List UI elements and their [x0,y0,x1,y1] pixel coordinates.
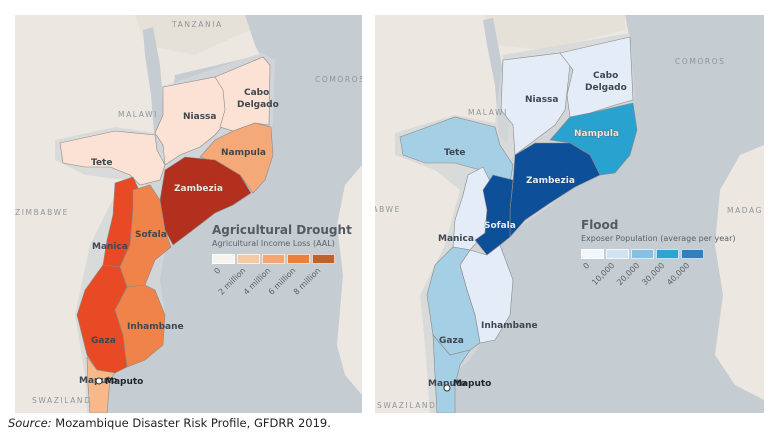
label-gaza: Gaza [91,336,116,346]
province-nampula[interactable] [549,102,638,176]
province-gaza[interactable] [426,246,481,356]
madagascar-land [715,145,764,400]
legend-swatch [212,254,235,264]
label-tete: Tete [91,158,112,168]
legend-tick: 0 [212,266,223,276]
label-cabo-line1: Cabo [244,88,269,98]
label-niassa: Niassa [525,95,558,105]
country-zimbabwe: ZIMBABWE [15,208,69,217]
maputo-city-marker-icon [443,384,451,392]
country-swaziland: SWAZILAND [32,396,92,405]
province-tete[interactable] [59,130,166,186]
label-cabo-line1: Cabo [593,71,618,81]
country-malawi: MALAWI [468,108,508,117]
legend-title: Flood [581,218,619,232]
label-inhambane: Inhambane [481,321,538,331]
province-gaza[interactable] [76,264,128,374]
maputo-city-marker-icon [95,377,103,385]
label-cabo: Cabo Delgado [237,88,279,110]
legend-swatch [262,254,285,264]
source-prefix: Source: [8,416,52,430]
legend-swatch [681,249,704,259]
source-text: Mozambique Disaster Risk Profile, GFDRR … [51,416,331,430]
legend-color-bar [581,249,735,259]
label-cabo: Cabo Delgado [585,71,627,93]
country-tanzania: TANZANIA [171,20,223,29]
legend-tick: 30,000 [640,261,667,288]
label-nampula: Nampula [574,129,619,139]
province-sofala[interactable] [119,184,172,288]
legend-title: Agricultural Drought [212,223,352,237]
province-maputo[interactable] [86,356,116,413]
madagascar-land [337,165,362,395]
drought-legend: Agricultural Drought Agricultural Income… [212,223,352,302]
legend-swatch [656,249,679,259]
flood-legend: Flood Exposer Population (average per ye… [581,218,735,297]
country-comoros: COMOROS [315,75,362,84]
label-maputo-city: Maputo [105,377,143,387]
label-nampula: Nampula [221,148,266,158]
legend-tick: 20,000 [615,261,642,288]
label-maputo-province: Maputo [428,379,466,389]
legend-swatch [581,249,604,259]
legend-subtitle: Agricultural Income Loss (AAL) [212,239,335,248]
label-niassa: Niassa [183,112,216,122]
legend-tick: 40,000 [665,261,692,288]
legend-swatch [237,254,260,264]
label-gaza: Gaza [439,336,464,346]
legend-swatch [606,249,629,259]
legend-swatch [631,249,654,259]
label-sofala: Sofala [484,221,516,231]
country-madagascar: MADAG [727,206,763,215]
province-maputo[interactable] [432,334,471,413]
drought-map: Niassa Cabo Delgado Nampula Tete Zambezi… [15,15,362,413]
drought-map-panel: Niassa Cabo Delgado Nampula Tete Zambezi… [15,15,362,413]
legend-ticks: 0 10,000 20,000 30,000 40,000 [581,259,735,297]
legend-swatch [287,254,310,264]
country-swaziland: SWAZILAND [377,401,437,410]
legend-swatch [312,254,335,264]
legend-subtitle: Exposer Population (average per year) [581,234,736,243]
country-malawi: MALAWI [118,110,158,119]
label-cabo-line2: Delgado [237,100,279,110]
flood-map-panel: Niassa Cabo Delgado Nampula Tete Zambezi… [375,15,764,413]
label-tete: Tete [444,148,465,158]
flood-map: Niassa Cabo Delgado Nampula Tete Zambezi… [375,15,764,413]
province-nampula[interactable] [199,122,274,194]
country-comoros: COMOROS [675,57,726,66]
legend-tick: 10,000 [590,261,617,288]
legend-ticks: 0 2 million 4 million 6 million 8 millio… [212,264,352,302]
legend-color-bar [212,254,352,264]
label-sofala: Sofala [135,230,167,240]
label-inhambane: Inhambane [127,322,184,332]
legend-tick: 0 [581,261,592,271]
source-caption: Source: Mozambique Disaster Risk Profile… [8,416,331,430]
label-zambezia: Zambezia [174,184,223,194]
label-zambezia: Zambezia [526,176,575,186]
label-maputo-city: Maputo [453,379,491,389]
label-manica: Manica [438,234,474,244]
country-zimbabwe: ZIMBABWE [375,205,401,214]
label-cabo-line2: Delgado [585,83,627,93]
label-manica: Manica [92,242,128,252]
